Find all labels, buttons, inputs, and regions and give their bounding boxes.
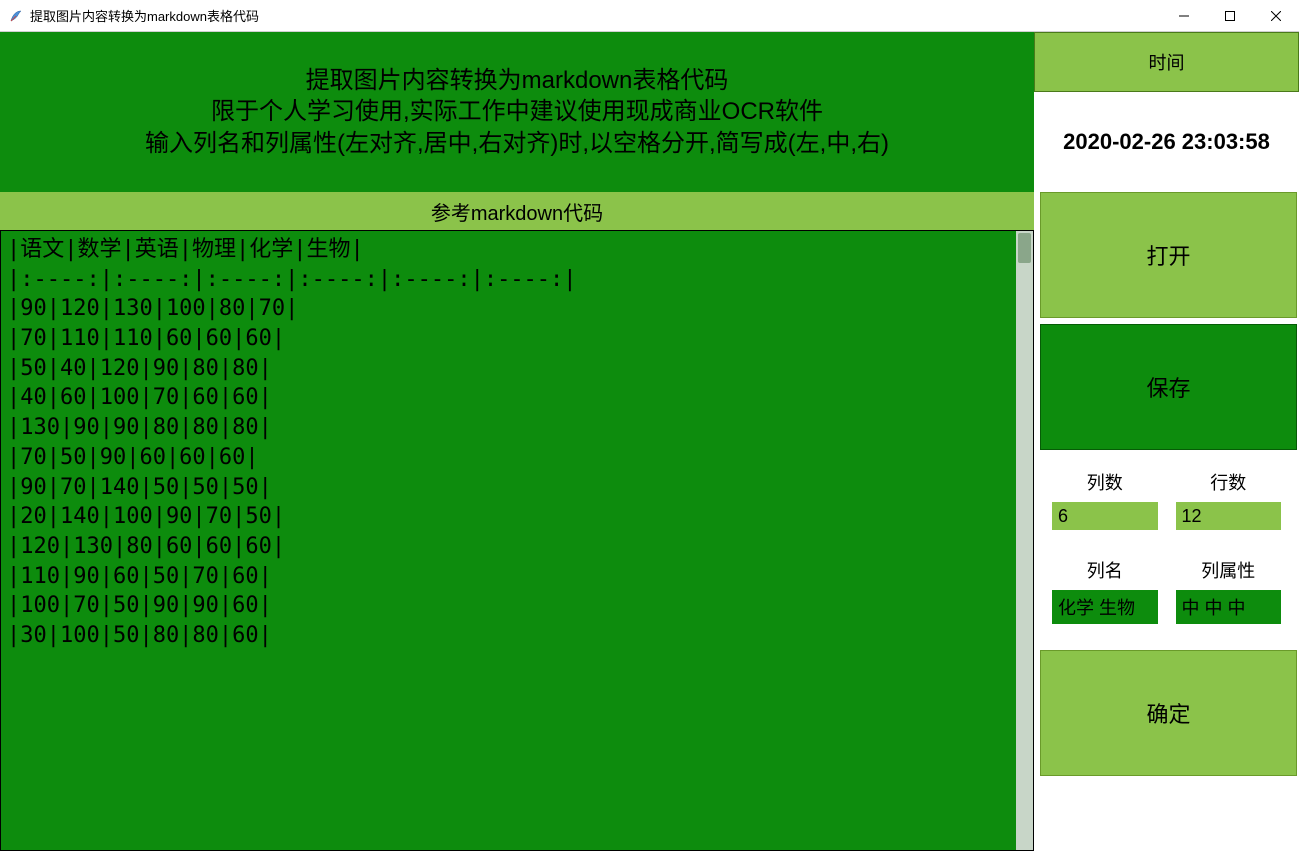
header-banner: 提取图片内容转换为markdown表格代码 限于个人学习使用,实际工作中建议使用… bbox=[0, 32, 1034, 192]
cols-label: 列数 bbox=[1052, 468, 1158, 496]
spacer bbox=[1034, 530, 1299, 556]
colname-input[interactable] bbox=[1052, 590, 1158, 624]
code-scrollbar[interactable] bbox=[1016, 231, 1033, 850]
titlebar-left: 提取图片内容转换为markdown表格代码 bbox=[8, 6, 259, 25]
params-row-1-labels: 列数 行数 bbox=[1034, 468, 1299, 496]
time-value: 2020-02-26 23:03:58 bbox=[1034, 92, 1299, 192]
app-icon bbox=[8, 8, 24, 24]
confirm-button[interactable]: 确定 bbox=[1040, 650, 1297, 776]
params-row-2-labels: 列名 列属性 bbox=[1034, 556, 1299, 584]
app-body: 提取图片内容转换为markdown表格代码 限于个人学习使用,实际工作中建议使用… bbox=[0, 32, 1299, 851]
markdown-code-output[interactable]: |语文|数学|英语|物理|化学|生物| |:----:|:----:|:----… bbox=[1, 231, 1016, 850]
titlebar: 提取图片内容转换为markdown表格代码 bbox=[0, 0, 1299, 32]
window-controls bbox=[1161, 0, 1299, 31]
right-column: 时间 2020-02-26 23:03:58 打开 保存 列数 行数 列名 列属… bbox=[1034, 32, 1299, 851]
header-line-1: 提取图片内容转换为markdown表格代码 bbox=[306, 65, 729, 96]
time-label: 时间 bbox=[1034, 32, 1299, 92]
open-button[interactable]: 打开 bbox=[1040, 192, 1297, 318]
close-button[interactable] bbox=[1253, 0, 1299, 32]
scrollbar-thumb[interactable] bbox=[1018, 233, 1031, 263]
rows-input[interactable] bbox=[1176, 502, 1282, 530]
colattr-label: 列属性 bbox=[1176, 556, 1282, 584]
header-line-2: 限于个人学习使用,实际工作中建议使用现成商业OCR软件 bbox=[211, 96, 823, 127]
left-column: 提取图片内容转换为markdown表格代码 限于个人学习使用,实际工作中建议使用… bbox=[0, 32, 1034, 851]
save-button[interactable]: 保存 bbox=[1040, 324, 1297, 450]
params-row-1-inputs bbox=[1034, 502, 1299, 530]
maximize-button[interactable] bbox=[1207, 0, 1253, 32]
cols-input[interactable] bbox=[1052, 502, 1158, 530]
spacer bbox=[1034, 450, 1299, 468]
colname-label: 列名 bbox=[1052, 556, 1158, 584]
spacer bbox=[1034, 624, 1299, 650]
colattr-input[interactable] bbox=[1176, 590, 1282, 624]
rows-label: 行数 bbox=[1176, 468, 1282, 496]
minimize-button[interactable] bbox=[1161, 0, 1207, 32]
header-line-3: 输入列名和列属性(左对齐,居中,右对齐)时,以空格分开,简写成(左,中,右) bbox=[145, 128, 889, 159]
window-title: 提取图片内容转换为markdown表格代码 bbox=[30, 6, 259, 25]
code-area: |语文|数学|英语|物理|化学|生物| |:----:|:----:|:----… bbox=[0, 230, 1034, 851]
params-row-2-inputs bbox=[1034, 590, 1299, 624]
code-label: 参考markdown代码 bbox=[0, 192, 1034, 230]
